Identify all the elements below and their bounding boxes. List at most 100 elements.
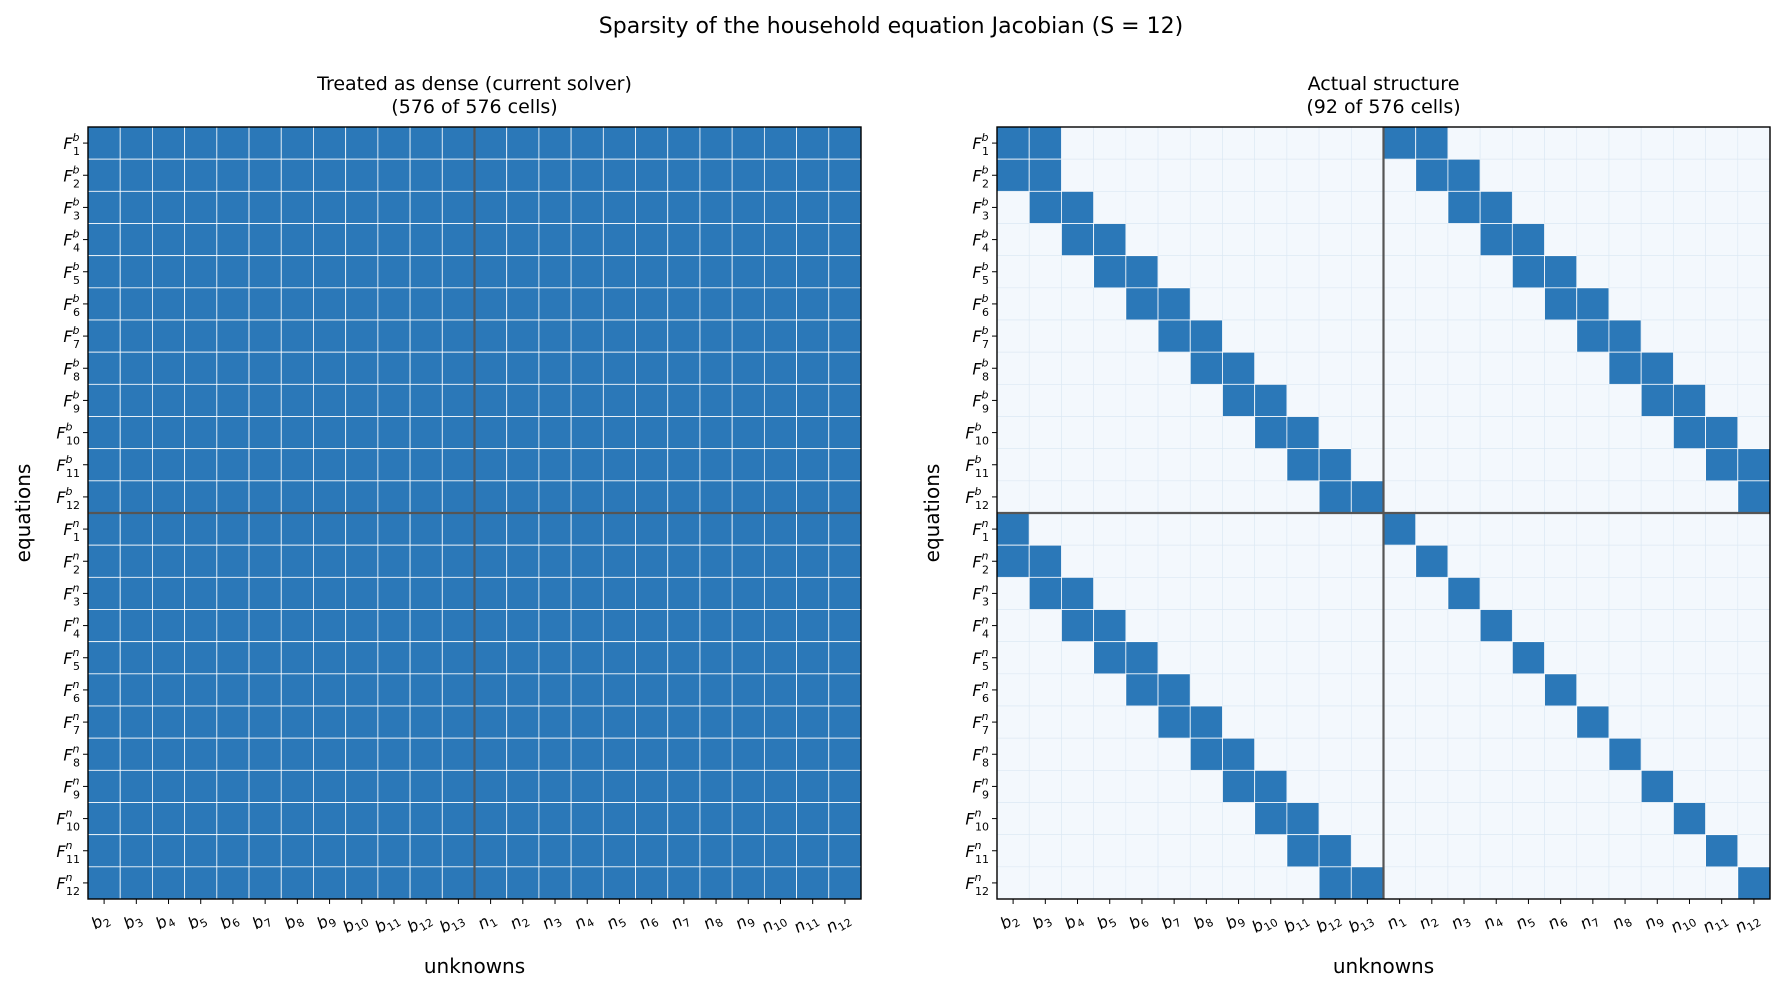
- empty-cell: [1254, 577, 1288, 610]
- filled-cell: [87, 223, 121, 257]
- y-tick-label: Fn 8: [972, 742, 989, 769]
- filled-cell: [1672, 383, 1706, 417]
- filled-cell: [152, 126, 186, 160]
- empty-cell: [1157, 577, 1191, 610]
- filled-cell: [796, 383, 830, 417]
- empty-cell: [1673, 158, 1706, 192]
- empty-cell: [1576, 834, 1610, 868]
- empty-cell: [1576, 544, 1610, 578]
- empty-cell: [1125, 126, 1159, 160]
- empty-cell: [1189, 448, 1223, 482]
- filled-cell: [280, 223, 314, 257]
- empty-cell: [1544, 384, 1578, 417]
- x-tick-label: n4: [571, 908, 597, 936]
- empty-cell: [1415, 770, 1449, 803]
- filled-cell: [280, 448, 314, 482]
- y-tick-label: Fb 2: [63, 163, 80, 190]
- y-tick-label: Fb 1: [63, 131, 80, 158]
- filled-cell: [1254, 416, 1288, 450]
- filled-cell: [216, 544, 250, 578]
- empty-cell: [1415, 448, 1449, 482]
- axes-frame: [996, 126, 1771, 900]
- y-tick-label: Fn 5: [63, 646, 80, 673]
- empty-cell: [1318, 287, 1352, 321]
- filled-cell: [699, 576, 733, 610]
- filled-cell: [377, 802, 411, 836]
- empty-cell: [996, 223, 1030, 256]
- empty-cell: [1576, 351, 1610, 385]
- empty-cell: [1737, 737, 1771, 771]
- y-tick-label: Fb 10: [56, 421, 80, 448]
- empty-cell: [1705, 609, 1739, 642]
- filled-cell: [184, 609, 218, 643]
- empty-cell: [1512, 191, 1545, 224]
- x-tick-label: b8: [1190, 908, 1216, 936]
- filled-cell: [570, 866, 604, 900]
- empty-cell: [1189, 158, 1223, 192]
- filled-cell: [441, 287, 475, 321]
- empty-cell: [1673, 255, 1706, 289]
- empty-cell: [1157, 544, 1191, 578]
- empty-cell: [996, 448, 1030, 482]
- filled-cell: [1318, 834, 1352, 868]
- empty-cell: [1544, 158, 1578, 192]
- filled-cell: [1640, 351, 1674, 385]
- empty-cell: [1061, 673, 1094, 707]
- filled-cell: [828, 223, 862, 257]
- empty-cell: [1447, 255, 1481, 289]
- empty-cell: [1479, 416, 1513, 449]
- empty-cell: [1028, 770, 1062, 803]
- filled-cell: [602, 673, 636, 707]
- filled-cell: [602, 576, 636, 610]
- empty-cell: [1157, 191, 1191, 224]
- empty-cell: [1318, 705, 1352, 739]
- filled-cell: [570, 287, 604, 321]
- empty-cell: [1447, 448, 1481, 482]
- empty-cell: [1544, 737, 1578, 771]
- empty-cell: [1222, 255, 1255, 289]
- empty-cell: [1544, 126, 1578, 160]
- filled-cell: [635, 319, 669, 353]
- empty-cell: [1608, 448, 1642, 482]
- empty-cell: [1608, 770, 1642, 803]
- empty-cell: [1318, 223, 1352, 256]
- filled-cell: [1093, 255, 1127, 289]
- empty-cell: [1125, 770, 1159, 803]
- filled-cell: [763, 126, 797, 160]
- empty-cell: [1350, 191, 1384, 224]
- filled-cell: [119, 802, 153, 836]
- filled-cell: [1640, 769, 1674, 803]
- empty-cell: [1479, 126, 1513, 160]
- filled-cell: [506, 834, 540, 868]
- empty-cell: [1640, 448, 1674, 482]
- empty-cell: [1286, 255, 1320, 289]
- empty-cell: [1673, 834, 1706, 868]
- empty-cell: [1318, 512, 1352, 546]
- y-tick-label: Fb 10: [965, 421, 989, 448]
- filled-cell: [248, 673, 282, 707]
- x-tick-label: n12: [822, 908, 854, 939]
- filled-cell: [345, 383, 379, 417]
- empty-cell: [1608, 512, 1642, 546]
- y-tick-label: Fn 7: [972, 710, 989, 737]
- y-tick-label: Fn 3: [972, 581, 989, 608]
- empty-cell: [1189, 609, 1223, 642]
- filled-cell: [184, 158, 218, 192]
- filled-cell: [345, 126, 379, 160]
- filled-cell: [377, 866, 411, 900]
- filled-cell: [87, 802, 121, 836]
- filled-cell: [635, 190, 669, 224]
- empty-cell: [1544, 609, 1578, 642]
- filled-cell: [996, 544, 1030, 578]
- empty-cell: [1028, 737, 1062, 771]
- filled-cell: [1318, 448, 1352, 482]
- filled-cell: [474, 126, 508, 160]
- empty-cell: [1028, 641, 1062, 675]
- empty-cell: [1447, 512, 1481, 546]
- x-tick-label: b3: [1029, 908, 1055, 936]
- empty-cell: [1576, 802, 1610, 835]
- filled-cell: [667, 287, 701, 321]
- filled-cell: [538, 705, 572, 739]
- filled-cell: [441, 223, 475, 257]
- filled-cell: [474, 705, 508, 739]
